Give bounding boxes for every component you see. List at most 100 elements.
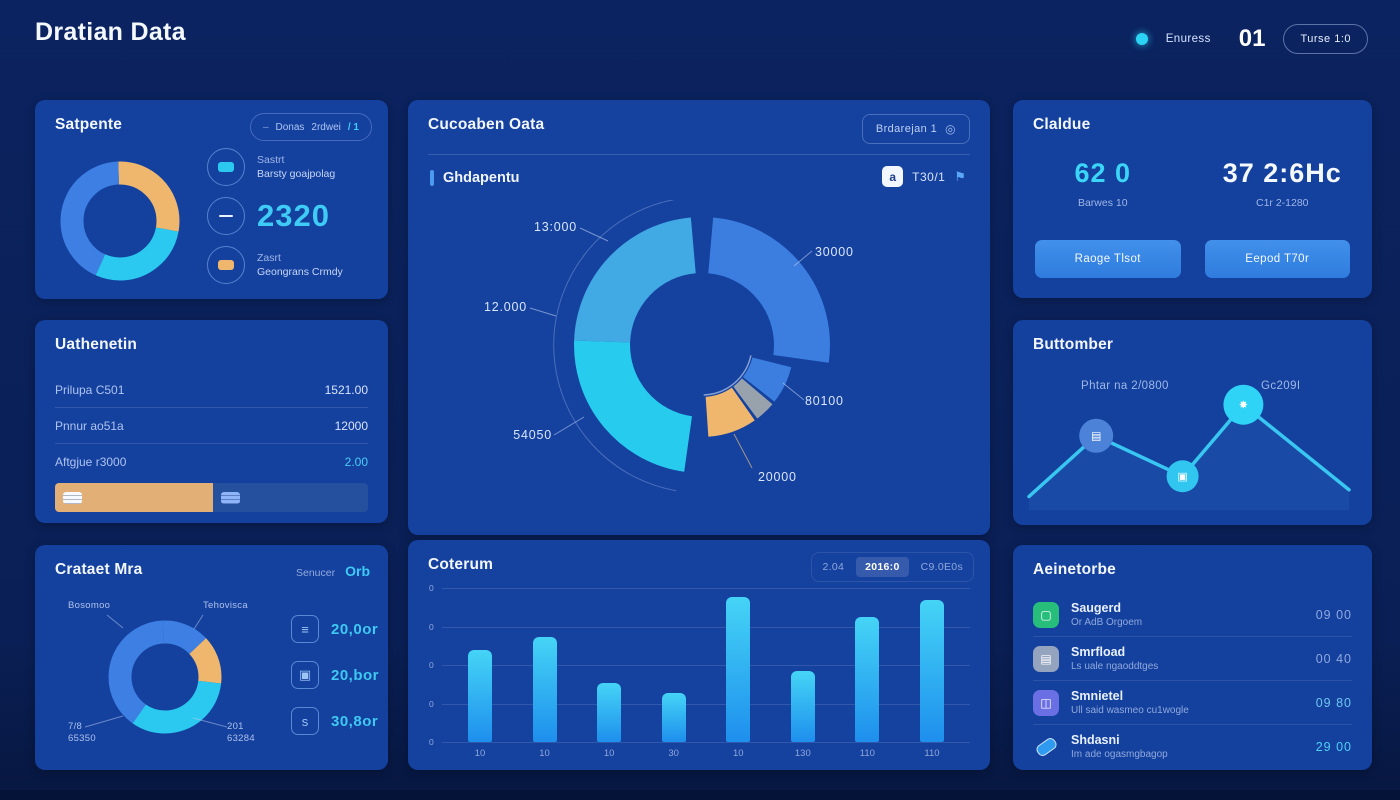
buttomber-title: Buttomber xyxy=(1033,336,1114,353)
sub-value[interactable]: Orb xyxy=(345,563,370,579)
row-label: Aftgjue r3000 xyxy=(55,454,127,469)
purple-app-icon: ◫ xyxy=(1033,689,1059,716)
tab-1[interactable]: 2.04 xyxy=(822,561,845,573)
stat-block: 37 2:6Hc C1r 2-1280 xyxy=(1193,158,1373,209)
header-counter: 01 xyxy=(1238,25,1266,52)
square-icon[interactable] xyxy=(1166,460,1199,493)
bar-column: 10 xyxy=(532,588,557,759)
x-axis-label: 10 xyxy=(474,748,486,759)
satpente-legend: Sastrt Barsty goajpolag 2320 Zasrt Geong… xyxy=(207,148,374,295)
table-row: Pnnur ao51a 12000 xyxy=(55,408,368,444)
grid-icon[interactable] xyxy=(1079,418,1114,453)
sub-label: Senucer xyxy=(296,567,336,579)
bar xyxy=(726,597,751,742)
list-item[interactable]: ▢ Saugerd Or AdB Orgoem 09 00 xyxy=(1033,593,1352,637)
a-badge[interactable]: a xyxy=(882,166,904,187)
progress-left-segment xyxy=(55,483,214,512)
stat-value: 37 2:6Hc xyxy=(1222,158,1342,188)
row-value: 2.00 xyxy=(344,454,368,469)
progress-left-badge-icon xyxy=(63,491,82,504)
callout-line2: 63284 xyxy=(227,732,255,744)
donut-label-30000: 30000 xyxy=(815,245,854,259)
row-label: Pnnur ao51a xyxy=(55,418,124,433)
legend-value: 20,bor xyxy=(331,666,380,684)
x-axis-label: 10 xyxy=(732,748,744,759)
legend-item: ▣ 20,bor xyxy=(291,661,379,689)
item-value: 29 00 xyxy=(1315,739,1352,754)
bar-column: 110 xyxy=(919,588,944,759)
card-cucoaben: Cucoaben Oata Brdarejan 1 ◎ Ghdapentu a … xyxy=(408,100,990,535)
header-button[interactable]: Turse 1:0 xyxy=(1283,24,1368,54)
cucoaben-button[interactable]: Brdarejan 1 ◎ xyxy=(861,114,970,144)
sub-value: T30/1 xyxy=(912,169,946,184)
card-uathenetin: Uathenetin Prilupa C501 1521.00 Pnnur ao… xyxy=(35,320,388,523)
item-value: 00 40 xyxy=(1315,651,1352,666)
bar xyxy=(855,617,880,742)
uathenetin-title: Uathenetin xyxy=(55,336,138,353)
stat-block: 62 0 Barwes 10 xyxy=(1013,158,1193,209)
gridline: 0 xyxy=(429,737,970,747)
satpente-donut-chart xyxy=(57,158,183,284)
x-axis-label: 10 xyxy=(603,748,615,759)
buttomber-line-chart: ▤ ▣ ✸ xyxy=(1013,360,1372,525)
claldue-button-2[interactable]: Eepod T70r xyxy=(1204,240,1350,278)
coterum-bar-chart: 0 0 0 0 0 10 10 10 30 10 130 110 110 xyxy=(428,583,970,759)
toggle-right-label[interactable]: 2rdwei xyxy=(311,121,341,133)
legend-item: Sastrt Barsty goajpolag xyxy=(207,148,374,186)
bar-column: 10 xyxy=(726,588,751,759)
lines-icon: ≡ xyxy=(291,615,319,643)
gridline: 0 xyxy=(429,699,970,709)
tab-3[interactable]: C9.0E0s xyxy=(920,561,963,573)
legend-value: 20,0or xyxy=(331,620,379,638)
letter-s-icon: s xyxy=(291,707,319,735)
bar xyxy=(597,683,622,742)
x-axis-label: 10 xyxy=(539,748,550,759)
satpente-title: Satpente xyxy=(55,116,123,133)
coterum-tabs: 2.04 2016:0 C9.0E0s xyxy=(811,552,974,582)
item-title: Smrfload xyxy=(1071,645,1126,659)
flag-icon[interactable]: ⚑ xyxy=(954,168,966,184)
x-axis-label: 30 xyxy=(668,748,679,759)
orange-swatch-icon xyxy=(207,246,245,284)
bar-column: 110 xyxy=(855,588,880,759)
bar-column: 10 xyxy=(468,588,492,759)
claldue-stats: 62 0 Barwes 10 37 2:6Hc C1r 2-1280 xyxy=(1013,158,1372,209)
blue-pill-icon xyxy=(1033,734,1059,760)
aeinetorbe-list: ▢ Saugerd Or AdB Orgoem 09 00 ▤ Smrfload… xyxy=(1033,593,1352,768)
square-icon: ▣ xyxy=(291,661,319,689)
gridline: 0 xyxy=(429,622,970,632)
satpente-toggle[interactable]: – Donas 2rdwei / 1 xyxy=(249,113,372,141)
list-item[interactable]: ▤ Smrfload Ls uale ngaoddtges 00 40 xyxy=(1033,637,1352,681)
callout-bottom-left: 7/8 65350 xyxy=(68,721,96,745)
toggle-left-label[interactable]: Donas xyxy=(275,121,305,133)
page-title: Dratian Data xyxy=(35,18,186,46)
list-item[interactable]: Shdasni Im ade ogasmgbagop 29 00 xyxy=(1033,725,1352,768)
card-satpente: Satpente – Donas 2rdwei / 1 Sastrt Barst… xyxy=(35,100,388,299)
cyan-swatch-icon xyxy=(207,148,245,186)
minus-icon xyxy=(207,197,245,235)
progress-right-badge-icon xyxy=(221,491,241,504)
gridline: 0 xyxy=(429,660,970,670)
item-title: Shdasni xyxy=(1071,733,1120,747)
cucoaben-donut-chart xyxy=(408,197,990,520)
stat-label: C1r 2-1280 xyxy=(1255,197,1309,209)
bar xyxy=(468,649,492,742)
line-label-right: Gc209I xyxy=(1261,380,1301,392)
cucoaben-subright: a T30/1 ⚑ xyxy=(882,166,966,187)
card-crataet: Crataet Mra Senucer Orb Bosomoo Tehovisc… xyxy=(35,545,388,770)
sun-icon[interactable] xyxy=(1223,384,1264,425)
legend-item: 2320 xyxy=(207,197,374,235)
item-title: Saugerd xyxy=(1071,601,1122,615)
tab-2-active[interactable]: 2016:0 xyxy=(856,557,909,577)
card-buttomber: Buttomber Phtar na 2/0800 Gc209I ▤ ▣ ✸ xyxy=(1013,320,1372,525)
circle-icon: ◎ xyxy=(945,122,956,136)
callout-bottom-right: 201 63284 xyxy=(227,721,255,745)
bar xyxy=(790,671,815,742)
claldue-button-1[interactable]: Raoge Tlsot xyxy=(1035,240,1181,278)
donut-label-54050: 54050 xyxy=(513,428,552,442)
subchart-title: Ghdapentu xyxy=(443,170,520,186)
green-app-icon: ▢ xyxy=(1033,601,1059,628)
list-item[interactable]: ◫ Smnietel Ull said wasmeo cu1wogle 09 8… xyxy=(1033,681,1352,725)
legend-item: Zasrt Geongrans Crmdy xyxy=(207,246,374,284)
claldue-buttons: Raoge Tlsot Eepod T70r xyxy=(1035,240,1350,278)
